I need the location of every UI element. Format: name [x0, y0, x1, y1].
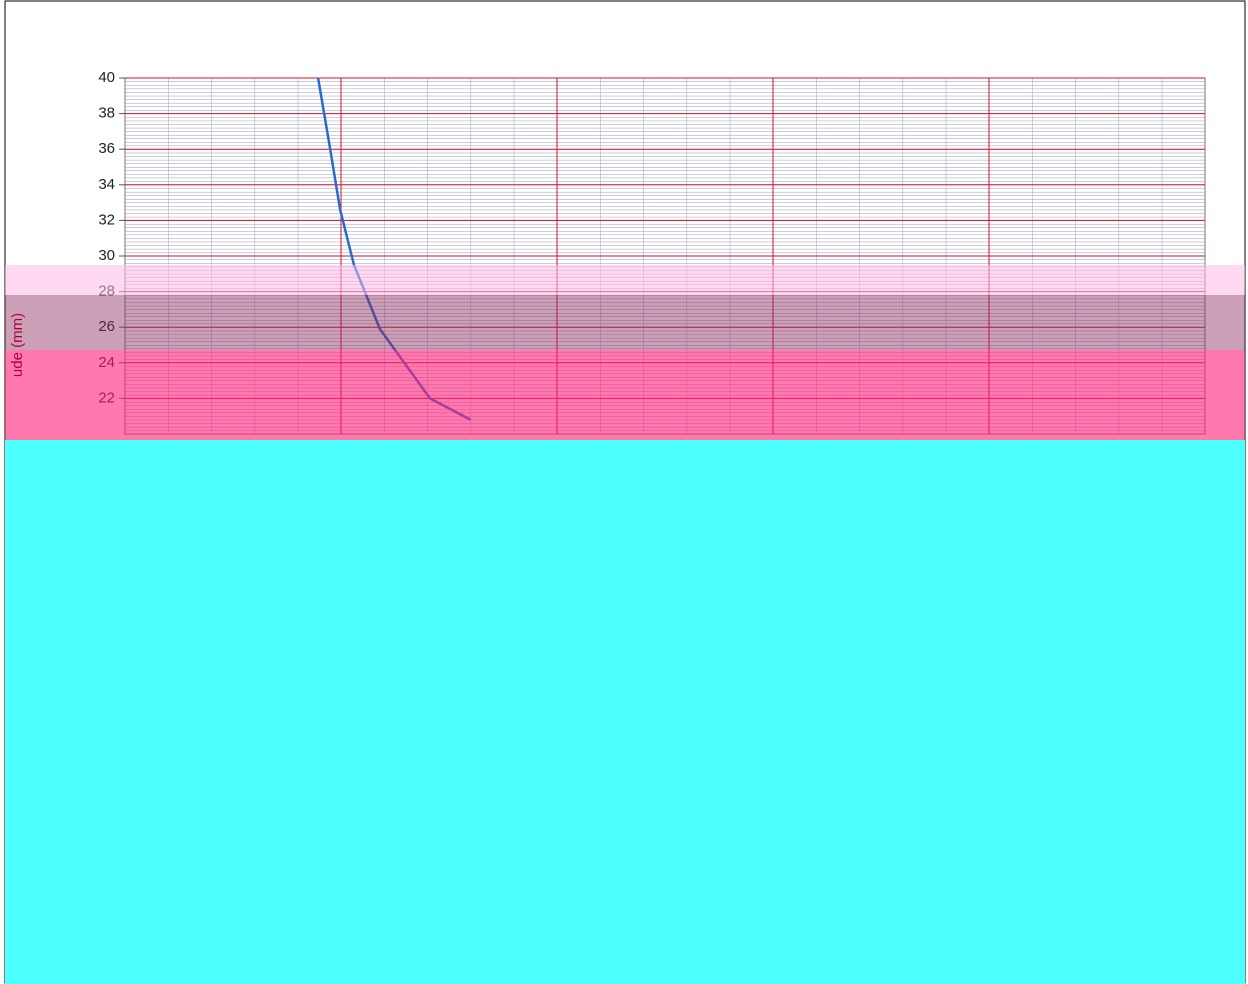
y-tick-label: 32 — [98, 211, 115, 228]
y-tick-label: 40 — [98, 69, 115, 86]
glitch-band — [5, 295, 1245, 350]
glitch-band — [5, 265, 1245, 295]
y-axis-label: ude (mm) — [9, 313, 26, 377]
y-tick-label: 30 — [98, 247, 115, 264]
y-tick-label: 36 — [98, 140, 115, 157]
y-tick-label: 38 — [98, 105, 115, 122]
y-tick-label: 34 — [98, 176, 115, 193]
glitch-area — [5, 440, 1245, 984]
y-tick-label: 26 — [98, 318, 115, 335]
glitch-band — [5, 350, 1245, 440]
